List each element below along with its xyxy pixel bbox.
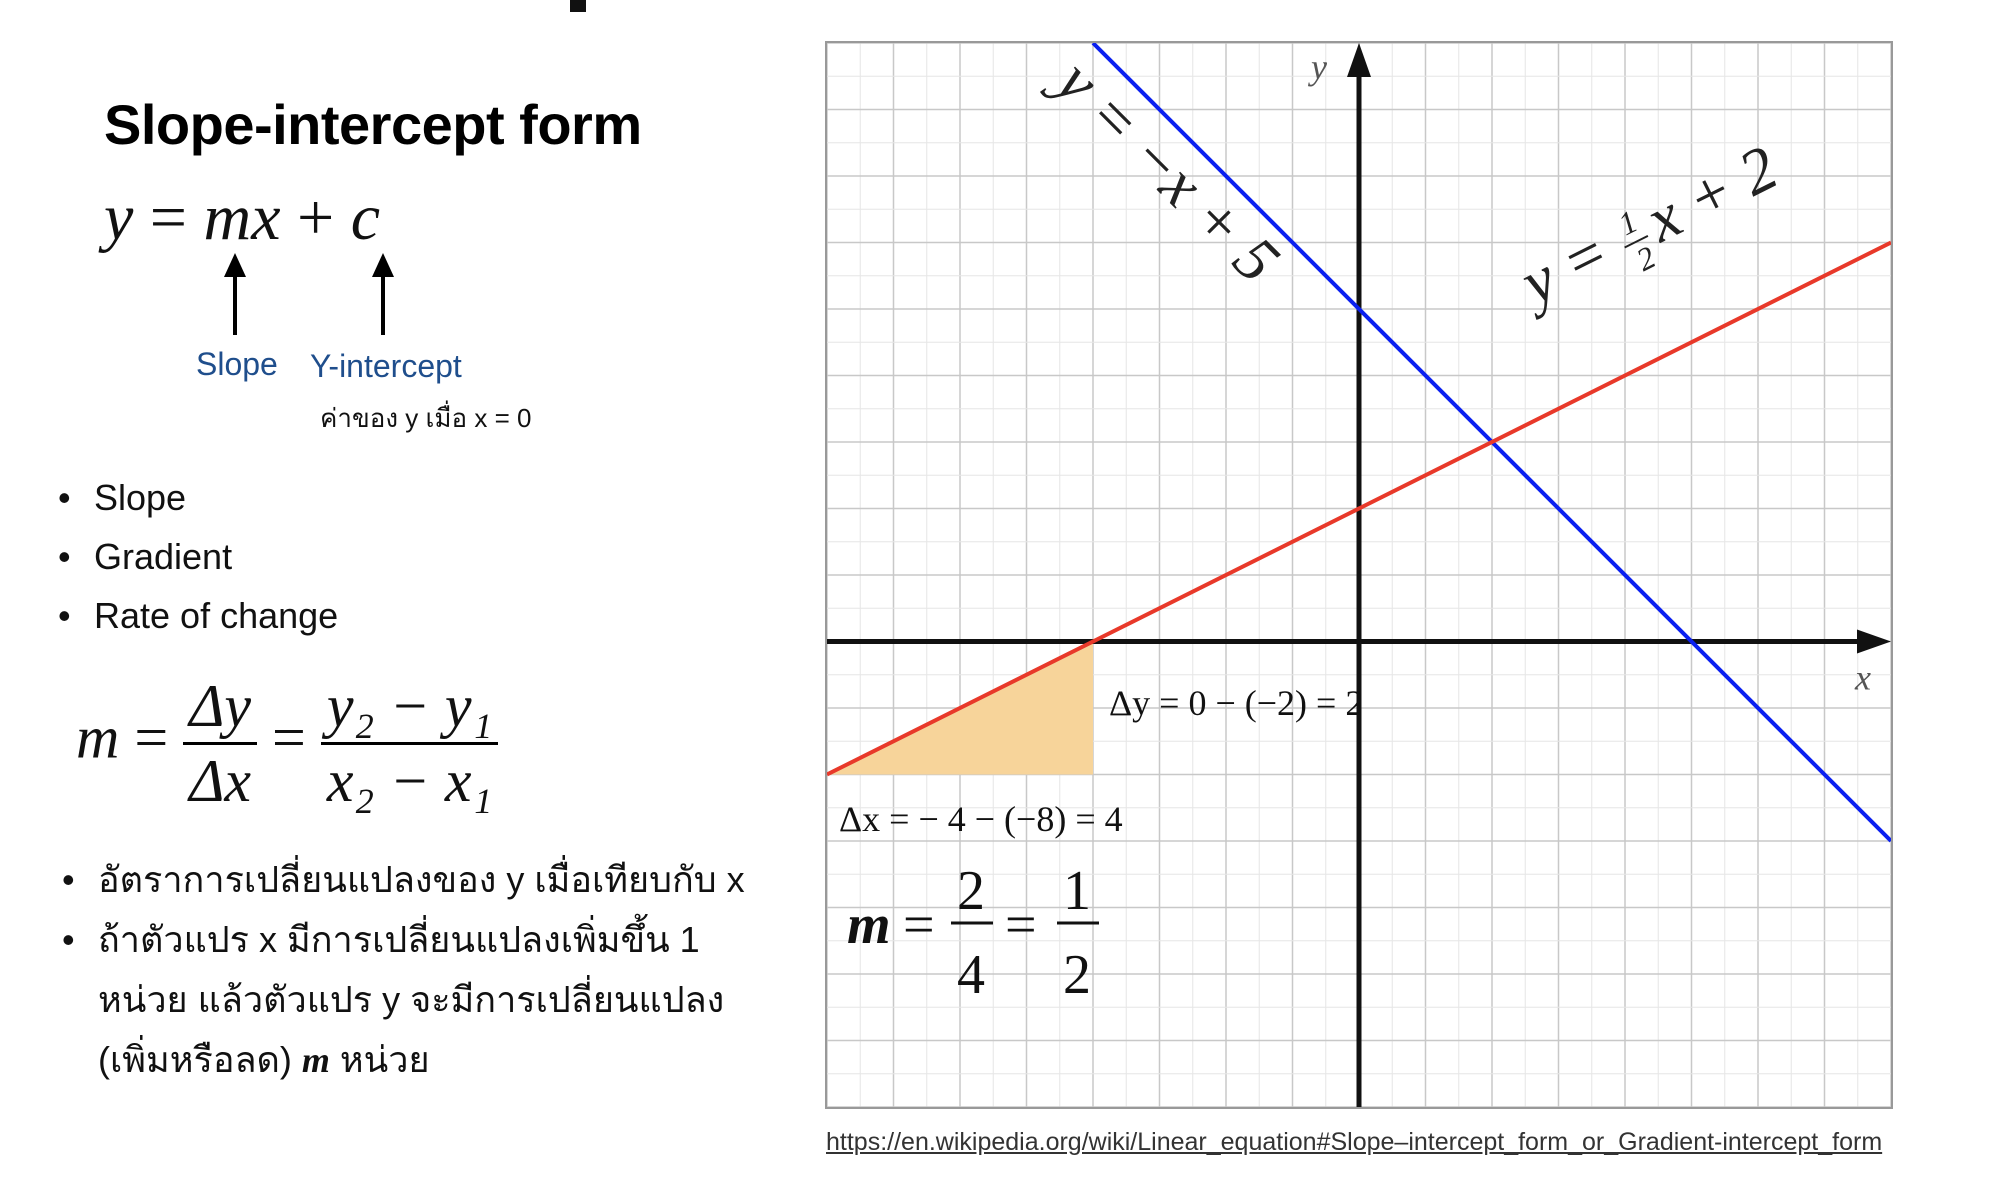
m-result-eq1: = <box>903 894 935 956</box>
m-result: m = 2 4 = 1 2 <box>847 860 1099 1006</box>
line-red <box>827 240 1891 777</box>
red-label-frac-num: 1 <box>1613 203 1643 242</box>
meaning-item-text: ถ้าตัวแปร x มีการเปลี่ยนแปลงเพิ่มขึ้น 1 … <box>98 919 725 1080</box>
red-label-prefix: y = <box>1504 216 1619 321</box>
synonym-item: Rate of change <box>58 586 338 645</box>
red-label-frac-bar <box>1624 235 1649 249</box>
slope-formula-eq2: = <box>272 704 306 771</box>
formula-c: c <box>350 181 381 254</box>
formula-plus: + <box>297 181 335 254</box>
formula-y: y <box>104 181 134 254</box>
synonym-item: Gradient <box>58 527 338 586</box>
m-result-frac2-num: 1 <box>1063 860 1091 922</box>
graph-panel: x y y = −x + 5 y = 1 2 x + 2 Δy = 0 − (−… <box>825 41 1893 1109</box>
x-difference: x₂ − x₁ <box>326 748 493 814</box>
y-axis-label: y <box>1308 47 1327 87</box>
slope-intercept-formula: y = mx + c <box>104 180 380 256</box>
section-heading: Slope-intercept form <box>104 93 642 156</box>
red-label-frac-den: 2 <box>1630 239 1660 278</box>
red-label-suffix: x + 2 <box>1634 131 1788 256</box>
y-difference: y₂ − y₁ <box>326 673 493 739</box>
slope-formula: m = Δy Δx = y₂ − y₁ x₂ − x₁ <box>76 670 499 817</box>
coordinate-graph: x y y = −x + 5 y = 1 2 x + 2 Δy = 0 − (−… <box>827 43 1891 1107</box>
red-line-label: y = 1 2 x + 2 <box>1504 131 1788 321</box>
source-link[interactable]: https://en.wikipedia.org/wiki/Linear_equ… <box>826 1128 1883 1156</box>
formula-equals: = <box>149 181 188 254</box>
formula-mx: mx <box>203 181 281 254</box>
slope-arrow-icon <box>224 253 246 335</box>
m-result-frac2-den: 2 <box>1063 944 1091 1006</box>
x-axis-arrow-icon <box>1857 629 1891 654</box>
intercept-arrow-icon <box>372 253 394 335</box>
slope-label: Slope <box>196 346 278 382</box>
meaning-item: ถ้าตัวแปร x มีการเปลี่ยนแปลงเพิ่มขึ้น 1 … <box>62 910 762 1090</box>
blue-line-label: y = −x + 5 <box>1039 43 1293 296</box>
meaning-m: m <box>301 1040 330 1080</box>
x-axis-label: x <box>1854 658 1871 698</box>
meaning-list: อัตราการเปลี่ยนแปลงของ y เมื่อเทียบกับ x… <box>62 850 762 1090</box>
delta-x-annotation: Δx = − 4 − (−8) = 4 <box>839 799 1123 839</box>
meaning-item: อัตราการเปลี่ยนแปลงของ y เมื่อเทียบกับ x <box>62 850 762 910</box>
yintercept-label: Y-intercept <box>310 348 462 384</box>
yintercept-note: ค่าของ y เมื่อ x = 0 <box>320 403 532 433</box>
m-result-frac1-den: 4 <box>957 944 985 1006</box>
meaning-unit: หน่วย <box>339 1039 430 1080</box>
m-result-frac1-num: 2 <box>957 860 985 922</box>
y-axis-arrow-icon <box>1347 43 1371 77</box>
delta-y: Δy <box>189 673 252 739</box>
m-result-m: m <box>847 894 891 956</box>
title-fragment <box>560 0 620 12</box>
delta-x: Δx <box>189 748 252 814</box>
m-result-eq2: = <box>1005 894 1037 956</box>
synonym-list: Slope Gradient Rate of change <box>58 468 338 645</box>
slope-formula-eq1: = <box>134 704 169 771</box>
delta-y-annotation: Δy = 0 − (−2) = 2 <box>1109 683 1363 723</box>
synonym-item: Slope <box>58 468 338 527</box>
slope-formula-m: m <box>76 704 120 771</box>
